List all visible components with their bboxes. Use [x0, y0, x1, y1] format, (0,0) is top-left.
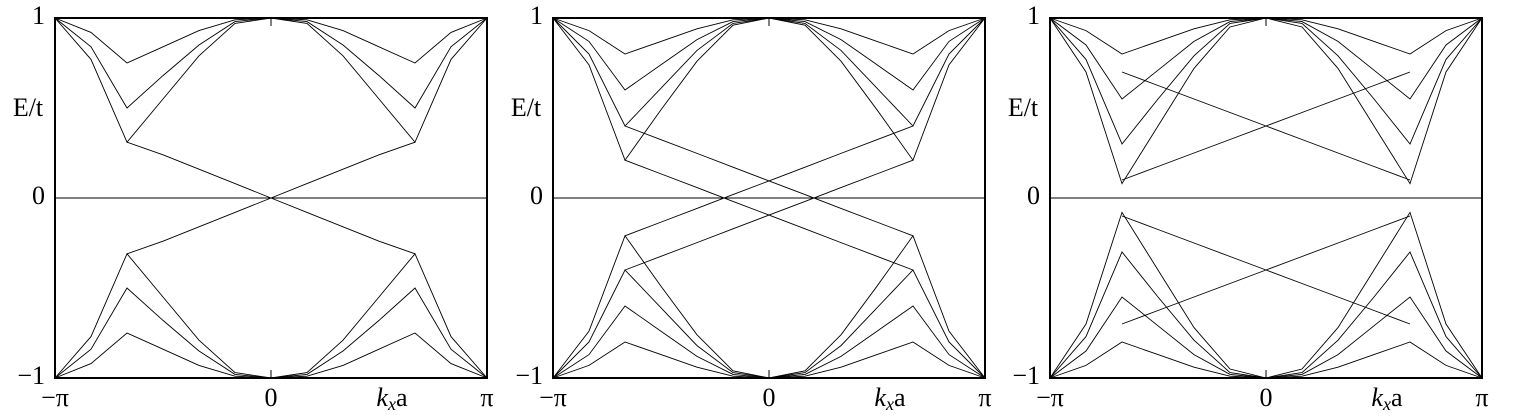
y-tick-label: 0 [1027, 181, 1040, 210]
band-line [552, 234, 986, 379]
band-line [54, 17, 488, 109]
plot-frame [1049, 17, 1483, 379]
y-axis-label: E/t [511, 93, 542, 122]
x-axis-label-part: a [894, 383, 906, 412]
band-line [54, 252, 488, 379]
y-tick-label: −1 [515, 361, 543, 390]
panel: −1 0 1 −π 0 π E/t kxa [13, 1, 494, 414]
y-tick-label: 1 [1027, 1, 1040, 30]
y-axis-label: E/t [13, 93, 44, 122]
y-axis-label: E/t [1008, 93, 1039, 122]
x-axis-label: kxa [874, 383, 906, 414]
panel: −1 0 1 −π 0 π E/t kxa [511, 1, 992, 414]
x-tick-label: −π [539, 383, 567, 412]
x-tick-label: 0 [763, 383, 776, 412]
panel: −1 0 1 −π 0 π E/t kxa [1008, 1, 1489, 414]
band-line [624, 125, 914, 237]
band-line [624, 159, 914, 271]
band-line [1049, 17, 1483, 145]
x-axis-label-part: a [1391, 383, 1403, 412]
y-tick-label: 0 [530, 181, 543, 210]
x-tick-label: π [978, 383, 991, 412]
y-tick-label: 1 [32, 1, 45, 30]
x-tick-label: −π [41, 383, 69, 412]
plot-frame [54, 17, 488, 379]
band-line [1049, 251, 1483, 379]
x-axis-label-part: k [376, 383, 388, 412]
x-tick-label: π [480, 383, 493, 412]
plot-frame [552, 17, 986, 379]
band-line [552, 269, 986, 379]
x-tick-label: −π [1036, 383, 1064, 412]
band-line [1049, 17, 1483, 185]
x-axis-label-part: k [1371, 383, 1383, 412]
y-tick-label: 0 [32, 181, 45, 210]
x-axis-label-part: x [885, 394, 894, 414]
band-line [552, 17, 986, 162]
band-line [54, 17, 488, 144]
x-axis-label: kxa [376, 383, 408, 414]
y-tick-label: −1 [1012, 361, 1040, 390]
y-tick-label: −1 [17, 361, 45, 390]
band-line [1049, 296, 1483, 379]
x-tick-label: 0 [265, 383, 278, 412]
band-line [552, 17, 986, 91]
band-line [54, 287, 488, 379]
band-line [1049, 17, 1483, 100]
band-line [552, 305, 986, 379]
x-tick-label: π [1475, 383, 1488, 412]
band-line [1049, 211, 1483, 379]
x-axis-label-part: a [396, 383, 408, 412]
band-line [1121, 71, 1411, 181]
y-tick-label: 1 [530, 1, 543, 30]
x-axis-label-part: k [874, 383, 886, 412]
band-line [126, 141, 416, 255]
x-axis-label: kxa [1371, 383, 1403, 414]
band-line [552, 17, 986, 127]
x-tick-label: 0 [1260, 383, 1273, 412]
x-axis-label-part: x [387, 394, 396, 414]
x-axis-label-part: x [1382, 394, 1391, 414]
band-line [1121, 215, 1411, 325]
